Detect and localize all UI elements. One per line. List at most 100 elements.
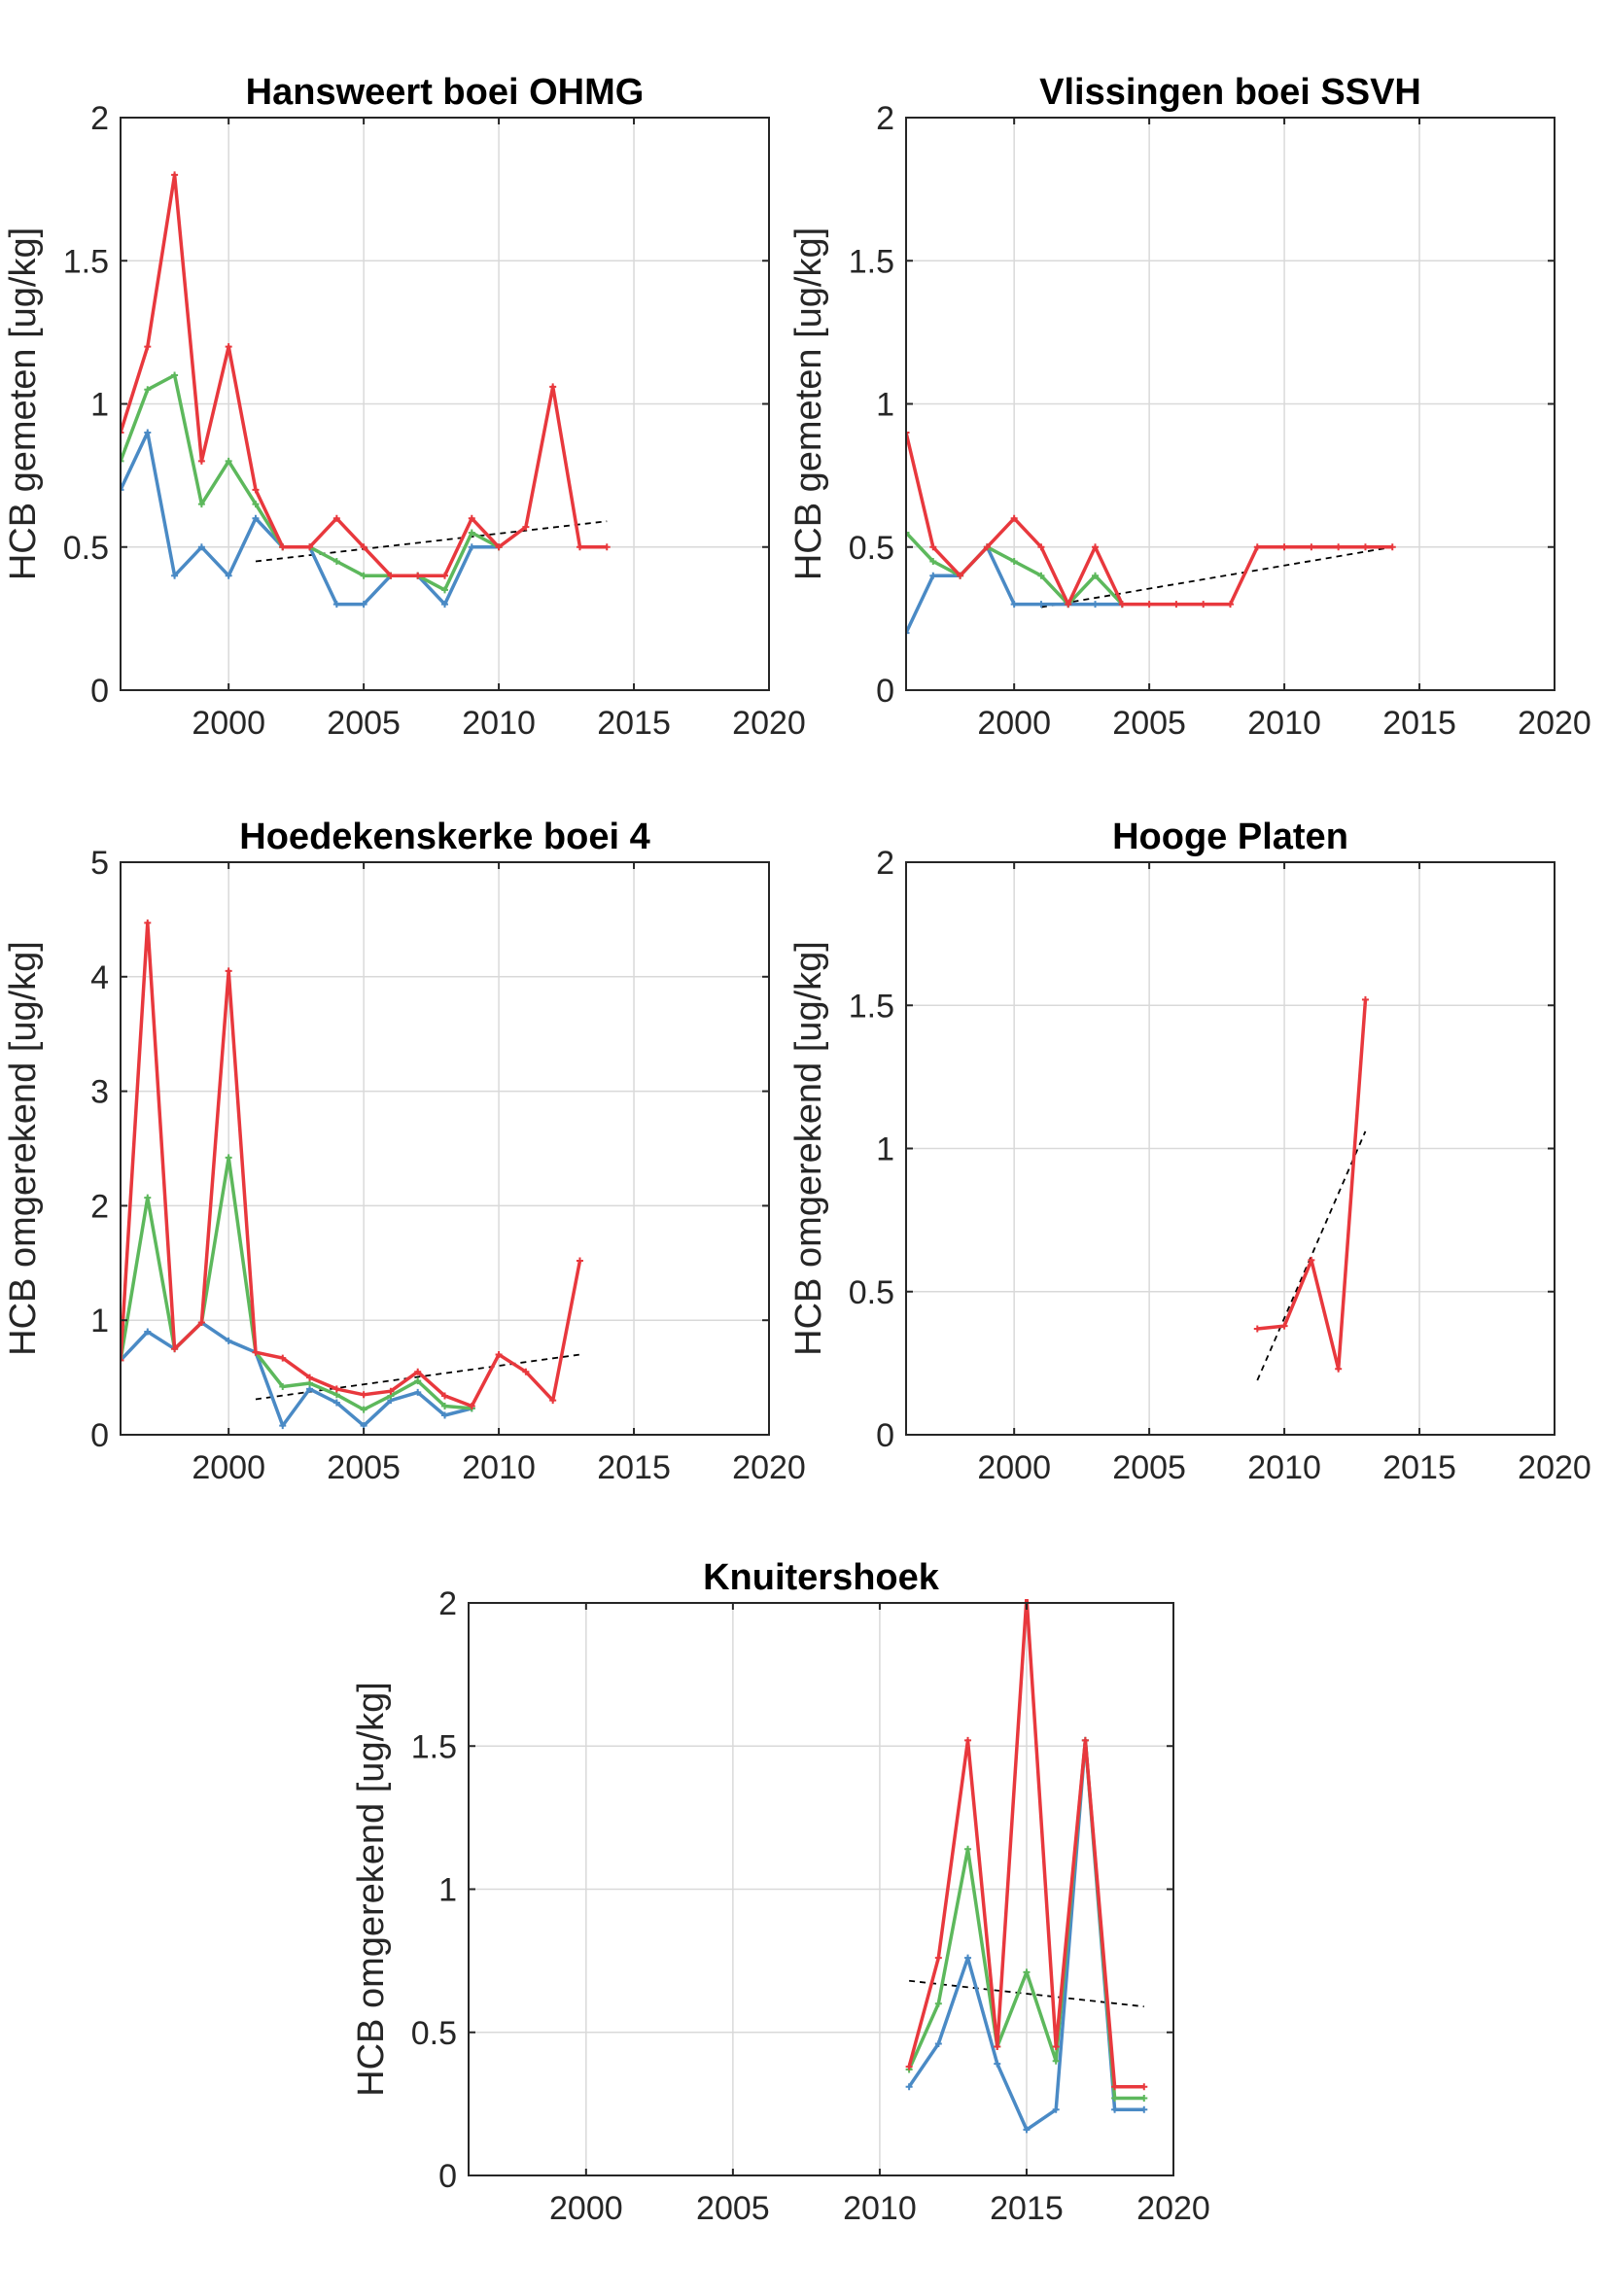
data-point-blue: [252, 514, 260, 522]
chart-panel-2: 2000 2005 2010 2015 2020 0 0.5 1 1.5 2 Vlissingen …: [788, 72, 1591, 742]
x-tick-label: 2020: [732, 1449, 806, 1486]
y-axis-label: HCB omgerekend [ug/kg]: [3, 941, 44, 1356]
y-axis-label: HCB omgerekend [ug/kg]: [351, 1682, 392, 2097]
data-point-red: [1361, 995, 1369, 1003]
data-point-red: [1200, 601, 1207, 609]
data-point-red: [1172, 601, 1180, 609]
data-point-red: [934, 1954, 942, 1962]
data-point-red: [441, 572, 448, 579]
y-tick-label: 2: [876, 100, 894, 137]
data-point-red: [1308, 543, 1315, 551]
data-point-red: [1253, 1325, 1261, 1333]
data-point-blue: [441, 1411, 448, 1419]
data-point-red: [225, 967, 232, 975]
y-tick-label: 0.5: [411, 2015, 457, 2052]
chart-panel-3: 2000 2005 2010 2015 2020 0 1 2 3 4 5 Hoedekenskerke…: [3, 817, 806, 1486]
y-tick-label: 2: [90, 100, 109, 137]
x-tick-label: 2010: [843, 2190, 917, 2227]
data-point-red: [522, 523, 530, 531]
data-point-red: [387, 572, 395, 579]
data-point-blue: [197, 543, 205, 551]
data-point-red: [1335, 1365, 1343, 1373]
data-point-green: [252, 501, 260, 508]
y-tick-label: 0: [90, 1417, 109, 1454]
x-tick-label: 2005: [1112, 705, 1186, 742]
axis-box: [120, 861, 770, 1436]
data-point-red: [549, 383, 557, 391]
x-tick-label: 2015: [597, 1449, 671, 1486]
chart-panel-1: 2000 2005 2010 2015 2020 0 0.5 1 1.5 2 Hansweert b…: [3, 72, 806, 742]
data-point-blue: [279, 1422, 287, 1430]
data-point-green: [306, 1379, 314, 1387]
series-line-red: [907, 1599, 1144, 2089]
data-point-blue: [332, 601, 340, 609]
data-point-red: [905, 2063, 913, 2070]
data-point-red: [1081, 1736, 1089, 1744]
x-tick-label: 2005: [327, 705, 401, 742]
data-point-blue: [468, 543, 475, 551]
y-tick-label: 1.5: [849, 988, 894, 1025]
data-point-green: [1023, 1968, 1031, 1976]
data-point-green: [929, 557, 937, 565]
y-tick-label: 1: [876, 1131, 894, 1168]
data-point-blue: [1111, 2105, 1119, 2113]
data-point-red: [1280, 1322, 1288, 1330]
y-tick-label: 1.5: [411, 1728, 457, 1765]
data-point-green: [1052, 2057, 1060, 2065]
data-point-red: [929, 543, 937, 551]
data-point-red: [468, 514, 475, 522]
x-tick-label: 2020: [1518, 1449, 1591, 1486]
chart-title: Vlissingen boei SSVH: [1039, 72, 1421, 113]
data-point-green: [360, 1406, 367, 1413]
data-point-green: [197, 501, 205, 508]
data-point-green: [144, 386, 152, 394]
data-point-blue: [1052, 2105, 1060, 2113]
data-point-blue: [121, 486, 124, 494]
y-tick-label: 1.5: [63, 243, 109, 280]
data-point-green: [225, 457, 232, 465]
plot-area: [121, 862, 769, 1435]
data-point-blue: [360, 601, 367, 609]
y-tick-label: 2: [438, 1585, 457, 1622]
y-tick-label: 3: [90, 1074, 109, 1111]
data-point-red: [414, 1368, 422, 1375]
y-tick-label: 0: [876, 673, 894, 710]
data-point-red: [1025, 1599, 1028, 1601]
data-point-green: [1111, 2094, 1119, 2102]
data-point-red: [964, 1736, 972, 1744]
data-point-blue: [332, 1399, 340, 1407]
trend-line: [1256, 1131, 1367, 1381]
data-point-red: [332, 514, 340, 522]
x-tick-label: 2000: [977, 705, 1051, 742]
data-point-blue: [1140, 2105, 1148, 2113]
data-point-red: [1361, 543, 1369, 551]
data-point-green: [279, 1383, 287, 1391]
y-tick-label: 2: [876, 845, 894, 882]
x-tick-label: 2020: [732, 705, 806, 742]
data-point-green: [332, 557, 340, 565]
data-point-red: [197, 1319, 205, 1327]
data-point-blue: [144, 1328, 152, 1336]
y-tick-label: 0.5: [63, 530, 109, 567]
data-point-red: [121, 1356, 124, 1364]
data-point-red: [576, 1257, 583, 1265]
data-point-green: [121, 457, 124, 465]
data-point-red: [495, 543, 503, 551]
data-point-red: [121, 429, 124, 436]
data-point-red: [1052, 2042, 1060, 2050]
data-point-red: [1388, 543, 1396, 551]
y-tick-label: 1: [90, 387, 109, 424]
data-point-green: [171, 371, 179, 379]
x-tick-label: 2010: [1247, 705, 1321, 742]
data-point-blue: [929, 572, 937, 579]
data-point-red: [1335, 543, 1343, 551]
data-point-green: [414, 1377, 422, 1385]
data-point-blue: [1092, 601, 1100, 609]
data-point-green: [441, 586, 448, 594]
data-point-red: [1065, 601, 1072, 609]
data-point-red: [414, 572, 422, 579]
data-point-red: [549, 1397, 557, 1405]
series-group: [121, 171, 611, 609]
trend-group: [1256, 1131, 1367, 1381]
y-tick-label: 0: [90, 673, 109, 710]
